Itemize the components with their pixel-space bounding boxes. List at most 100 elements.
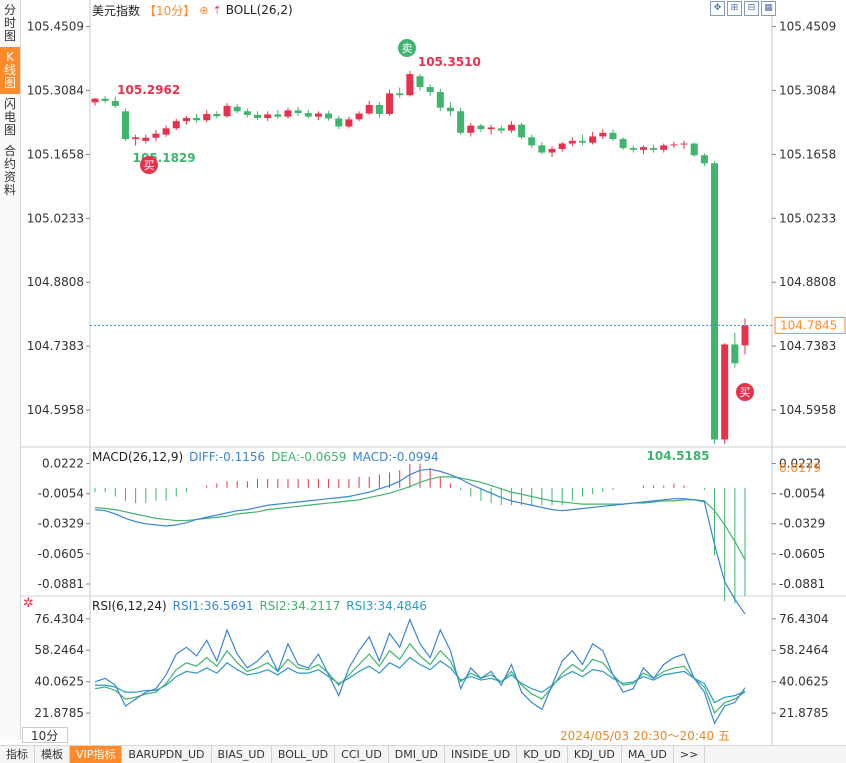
indicator-tab[interactable]: KD_UD — [517, 746, 568, 763]
rsi2-value: RSI2:34.2117 — [259, 599, 341, 613]
current-price-label: 104.7845 — [780, 318, 837, 332]
price-tick-label-left: 105.0233 — [27, 211, 84, 225]
candle-body — [284, 110, 292, 117]
cursor-timestamp: 2024/05/03 20:30～20:40 五 — [560, 729, 730, 743]
price-tick-label-right: 104.7383 — [779, 339, 836, 353]
crosshair-icon[interactable]: ✥ — [710, 1, 725, 16]
sell-badge-text: 卖 — [402, 42, 413, 55]
candle-body — [599, 132, 607, 137]
macd-tick-label-right: -0.0605 — [779, 547, 825, 561]
diff-line — [94, 468, 746, 615]
candle-body — [446, 107, 454, 112]
candle-body — [711, 163, 719, 440]
candle-body — [609, 132, 617, 140]
indicator-tab[interactable]: MA_UD — [622, 746, 674, 763]
candle-body — [314, 113, 322, 117]
sidebar-tab-timeshare[interactable]: 分时图 — [0, 0, 20, 47]
sidebar-tab-char: 图 — [3, 123, 16, 137]
macd-diff-value: DIFF:-0.1156 — [189, 450, 266, 464]
indicator-label[interactable]: BOLL(26,2) — [225, 3, 293, 17]
candle-body — [619, 139, 627, 149]
candle-body — [558, 143, 566, 149]
rsi-legend: RSI(6,12,24) RSI1:36.5691 RSI2:34.2117 R… — [92, 599, 427, 613]
sidebar-tab-char: K — [6, 50, 14, 64]
candle-body — [568, 140, 576, 144]
candle-body — [203, 113, 211, 121]
dea-line — [94, 476, 746, 561]
candle-body — [650, 148, 658, 150]
indicator-tab[interactable]: VIP指标 — [70, 746, 123, 763]
indicator-tab[interactable]: >> — [674, 746, 706, 763]
candle-body — [487, 127, 495, 130]
rsi3-value: RSI3:34.4846 — [346, 599, 428, 613]
indicator-tab[interactable]: KDJ_UD — [568, 746, 622, 763]
price-tick-label-left: 104.7383 — [27, 339, 84, 353]
rsi-tick-label-left: 58.2464 — [34, 643, 84, 657]
tile-icon[interactable]: ▦ — [761, 1, 776, 16]
price-tick-label-left: 104.5958 — [27, 403, 84, 417]
rsi-tick-label-left: 76.4304 — [34, 612, 84, 626]
rsi2-line — [94, 642, 746, 714]
candle-body — [375, 104, 383, 114]
period-label[interactable]: 【10分】 — [144, 3, 196, 18]
sidebar-tab-char: 图 — [3, 76, 16, 90]
rsi-title: RSI(6,12,24) — [92, 599, 167, 613]
candle-body — [223, 105, 231, 117]
candle-body — [111, 100, 119, 106]
indicator-tab[interactable]: 指标 — [0, 746, 35, 763]
zoom-in-icon[interactable]: ⊞ — [727, 1, 742, 16]
candle-body — [741, 325, 749, 346]
candle-body — [548, 148, 556, 153]
indicator-tab[interactable]: CCI_UD — [335, 746, 389, 763]
candle-body — [172, 121, 180, 129]
candle-body — [629, 148, 637, 150]
candle-body — [497, 128, 505, 131]
candle-body — [457, 111, 465, 133]
period-selector[interactable]: 10分 — [22, 727, 68, 743]
arrow-up-icon[interactable]: ⇡ — [212, 3, 222, 17]
rsi1-line — [94, 617, 746, 725]
sidebar-tab-char: 电 — [3, 110, 16, 124]
macd-tick-label-right: -0.0054 — [779, 487, 825, 501]
candle-body — [121, 111, 129, 140]
sidebar-tab-char: 闪 — [3, 97, 16, 111]
candle-body — [690, 143, 698, 156]
price-tick-label-right: 105.3084 — [779, 83, 836, 97]
candle-body — [233, 106, 241, 112]
macd-macd-value: MACD:-0.0994 — [352, 450, 439, 464]
macd-tick-label-left: -0.0881 — [38, 577, 84, 591]
chart-canvas[interactable]: 105.4509 105.4509 105.3084 105.3084 105.1658… — [0, 0, 846, 745]
sidebar-tab-char: 分 — [3, 3, 16, 17]
price-tick-label-right: 105.4509 — [779, 20, 836, 34]
indicator-tab[interactable]: DMI_UD — [389, 746, 446, 763]
buy-badge — [736, 383, 754, 401]
sidebar-tab-contract-info[interactable]: 合约资料 — [0, 141, 20, 201]
indicator-tab[interactable]: BIAS_UD — [212, 746, 272, 763]
sidebar-tab-char: 约 — [3, 157, 16, 171]
zoom-out-icon[interactable]: ⊟ — [744, 1, 759, 16]
rsi-tick-label-left: 21.8785 — [34, 706, 84, 720]
candle-body — [518, 124, 526, 138]
indicator-tab[interactable]: BARUPDN_UD — [122, 746, 212, 763]
indicator-tab[interactable]: INSIDE_UD — [445, 746, 518, 763]
toolbar: ✥ ⊞ ⊟ ▦ — [710, 1, 776, 16]
circle-plus-icon[interactable]: ⊕ — [199, 3, 209, 17]
candle-body — [467, 125, 475, 133]
candle-body — [132, 137, 140, 140]
sidebar-tab-flash[interactable]: 闪电图 — [0, 94, 20, 141]
gear-icon[interactable]: ✲ — [23, 596, 34, 611]
indicator-tab[interactable]: 模板 — [35, 746, 70, 763]
buy-badge — [140, 156, 158, 174]
sidebar-tab-char: 图 — [3, 29, 16, 43]
indicator-tab[interactable]: BOLL_UD — [272, 746, 336, 763]
price-tick-label-right: 105.1658 — [779, 147, 836, 161]
candle-body — [396, 93, 404, 96]
candle-body — [355, 113, 363, 120]
candle-body — [731, 344, 739, 364]
macd-tick-label-left: -0.0605 — [38, 547, 84, 561]
macd-marker-label: 0.0179 — [779, 461, 821, 475]
symbol-name: 美元指数 — [92, 3, 141, 18]
macd-tick-label-right: -0.0329 — [779, 517, 825, 531]
